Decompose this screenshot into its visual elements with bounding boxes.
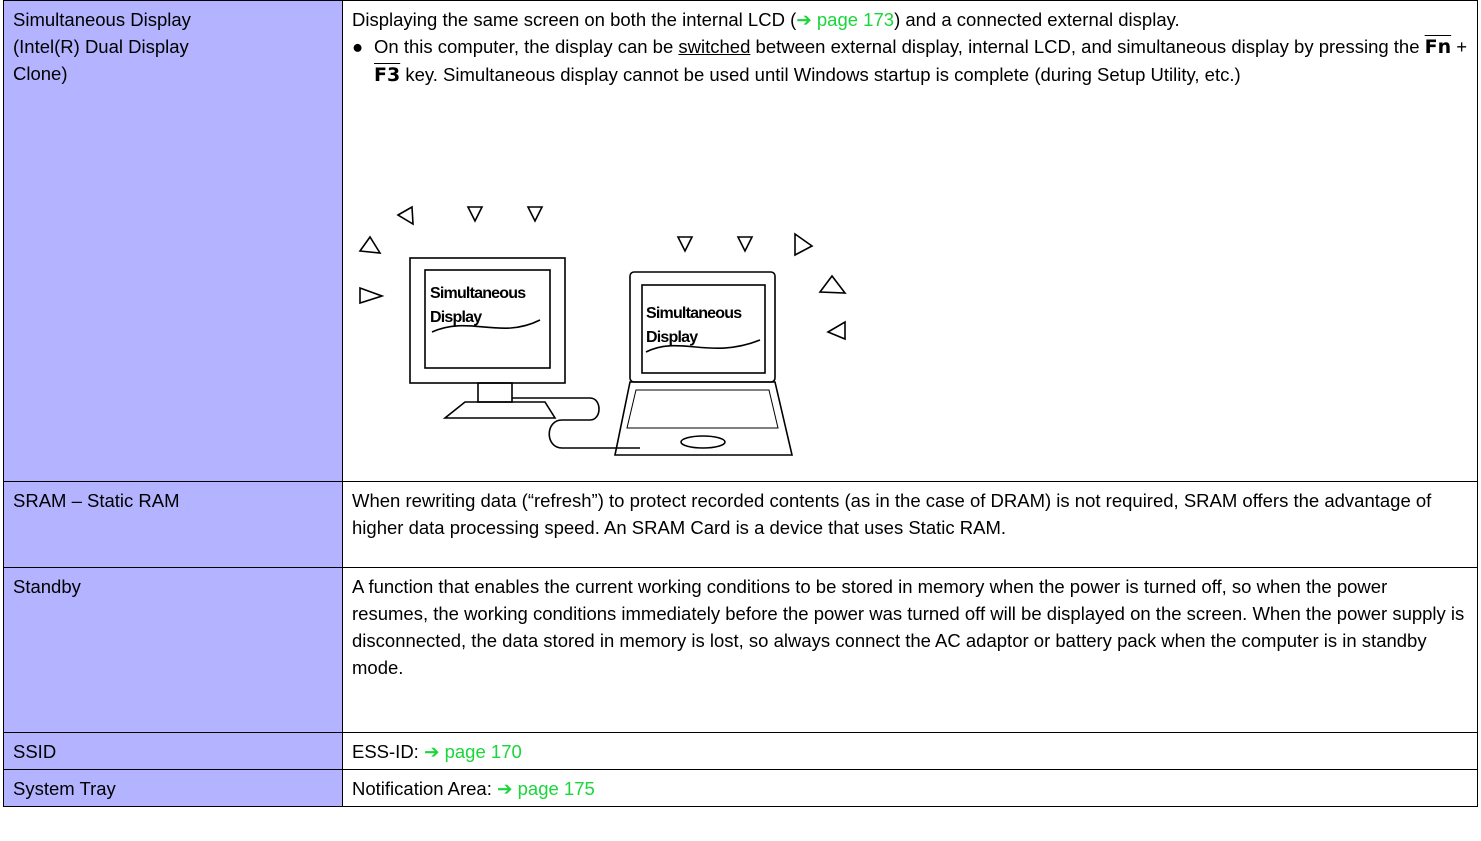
laptop: Simultaneous Display bbox=[614, 271, 794, 456]
screen-text: Display bbox=[430, 309, 482, 326]
text: Notification Area: bbox=[352, 778, 497, 799]
term-cell: SSID bbox=[3, 732, 343, 770]
term-cell: Simultaneous Display (Intel(R) Dual Disp… bbox=[3, 0, 343, 482]
screen-text: Simultaneous bbox=[646, 305, 742, 322]
text: ) and a connected external display. bbox=[894, 9, 1180, 30]
screen-text: Display bbox=[646, 329, 698, 346]
term: Clone) bbox=[13, 63, 68, 84]
key: F3 bbox=[374, 64, 401, 86]
term: Standby bbox=[13, 576, 81, 597]
text: On this computer, the display can be bbox=[374, 36, 679, 57]
text: Displaying the same screen on both the i… bbox=[352, 9, 797, 30]
term-cell: System Tray bbox=[3, 769, 343, 807]
row: Standby A function that enables the curr… bbox=[3, 567, 1478, 733]
page-link[interactable]: ➔ page 173 bbox=[796, 9, 895, 30]
term: SRAM – Static RAM bbox=[13, 490, 180, 511]
description-cell: Notification Area: ➔ page 175 bbox=[342, 769, 1478, 807]
bullet-dot: ● bbox=[352, 36, 364, 57]
row: Simultaneous Display (Intel(R) Dual Disp… bbox=[3, 0, 1478, 482]
illustration: Simultaneous Display Simultaneous Displa… bbox=[358, 205, 847, 456]
term: Simultaneous Display bbox=[13, 9, 191, 30]
row: System Tray Notification Area: ➔ page 17… bbox=[3, 769, 1478, 807]
term: System Tray bbox=[13, 778, 116, 799]
term-cell: Standby bbox=[3, 567, 343, 733]
term: SSID bbox=[13, 741, 57, 762]
cable bbox=[512, 397, 640, 449]
text: ESS-ID: bbox=[352, 741, 424, 762]
text: key. Simultaneous display cannot be used… bbox=[400, 64, 1241, 85]
screen-text: Simultaneous bbox=[430, 285, 526, 302]
page-link[interactable]: ➔ page 175 bbox=[497, 778, 595, 799]
monitor: Simultaneous Display bbox=[409, 257, 566, 419]
row: SRAM – Static RAM When rewriting data (“… bbox=[3, 481, 1478, 568]
description-cell: ESS-ID: ➔ page 170 bbox=[342, 732, 1478, 770]
text: A function that enables the current work… bbox=[352, 576, 1465, 678]
text: + bbox=[1451, 36, 1468, 57]
row: SSID ESS-ID: ➔ page 170 bbox=[3, 732, 1478, 770]
bullet: ● On this computer, the display can be sw… bbox=[352, 33, 1468, 89]
text: When rewriting data (“refresh”) to prote… bbox=[352, 490, 1432, 538]
signal-triangles bbox=[358, 205, 847, 341]
key: Fn bbox=[1424, 36, 1452, 58]
paragraph: Displaying the same screen on both the i… bbox=[352, 6, 1468, 33]
text: between external display, internal LCD, … bbox=[750, 36, 1425, 57]
page-link[interactable]: ➔ page 170 bbox=[423, 741, 522, 762]
description-cell: When rewriting data (“refresh”) to prote… bbox=[342, 481, 1478, 568]
term: (Intel(R) Dual Display bbox=[13, 36, 189, 57]
text: switched bbox=[678, 36, 751, 57]
term-cell: SRAM – Static RAM bbox=[3, 481, 343, 568]
description-cell: A function that enables the current work… bbox=[342, 567, 1478, 733]
glossary-table: Simultaneous Display (Intel(R) Dual Disp… bbox=[3, 0, 1478, 807]
